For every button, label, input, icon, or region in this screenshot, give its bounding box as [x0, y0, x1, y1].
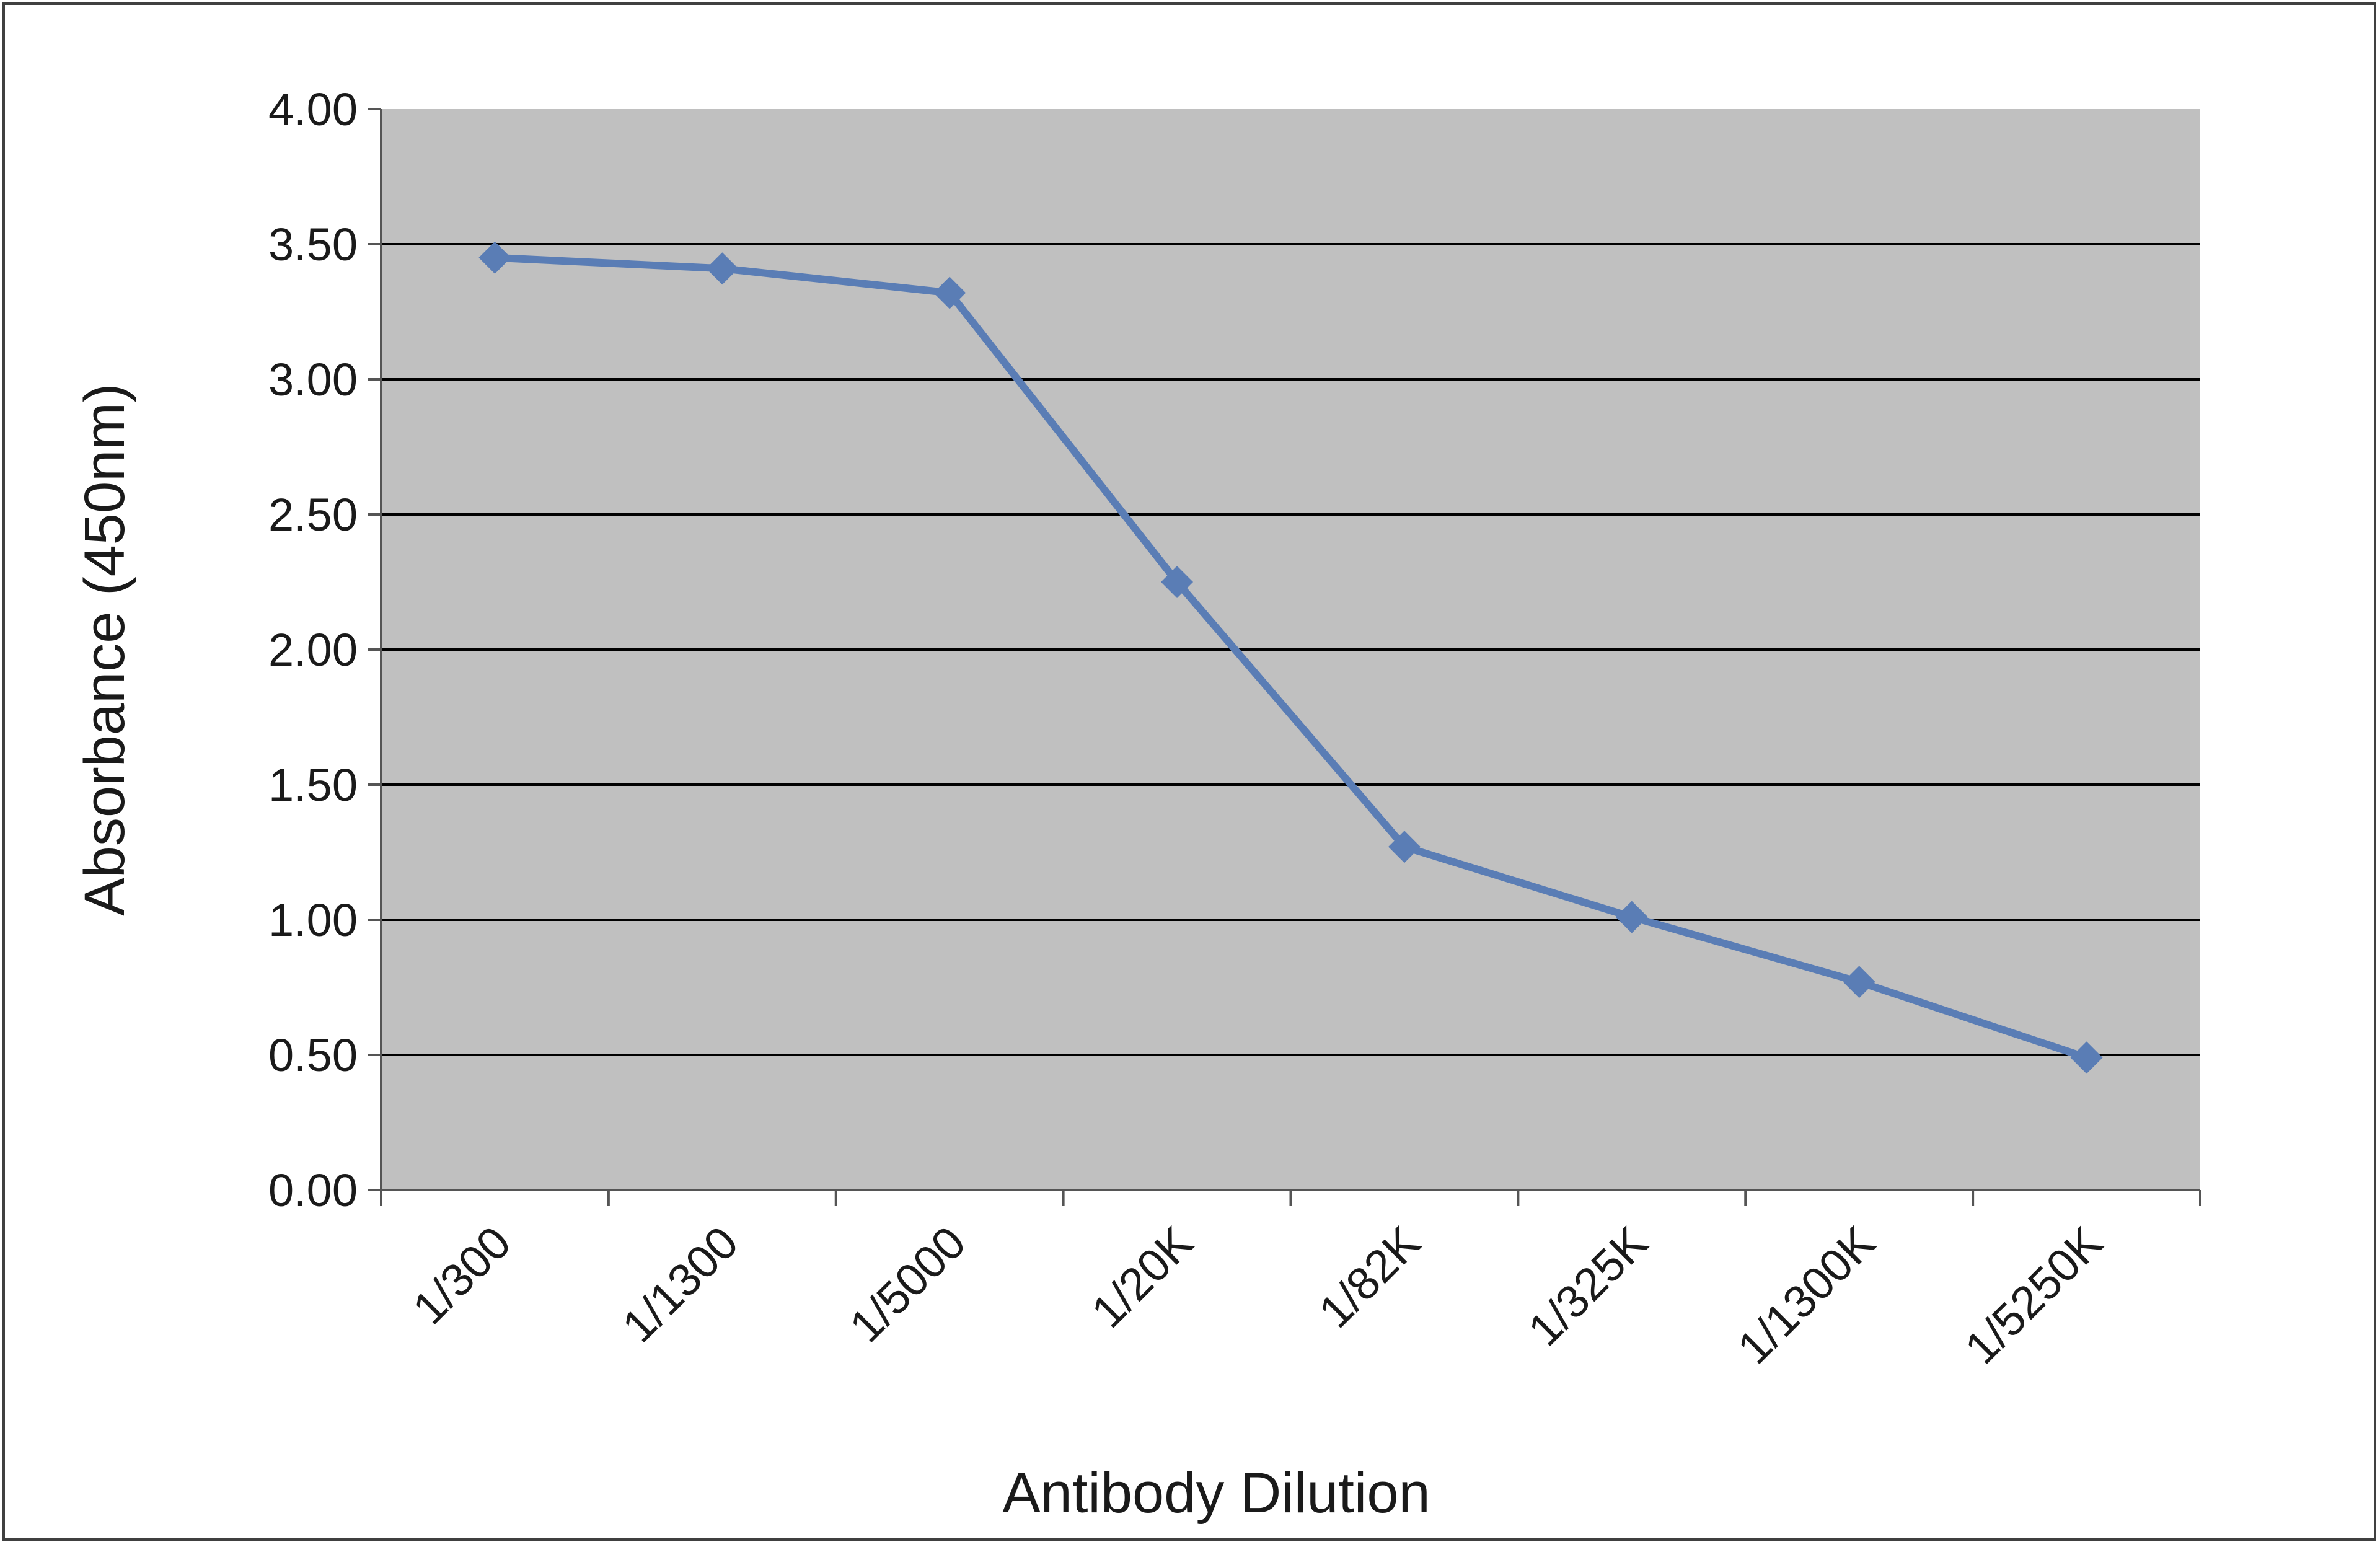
- data-point: [933, 276, 966, 309]
- data-point: [1615, 901, 1648, 933]
- x-tick-label: 1/20K: [1082, 1217, 1202, 1338]
- x-tick-label: 1/5000: [840, 1217, 976, 1352]
- x-tick-label: 1/300: [403, 1217, 521, 1334]
- y-tick-label: 1.50: [268, 759, 358, 811]
- data-point: [1161, 566, 1194, 598]
- series-line: [491, 253, 2091, 1062]
- data-point: [706, 252, 739, 285]
- data-point: [1843, 966, 1875, 998]
- y-tick-label: 2.00: [268, 624, 358, 676]
- y-tick-label: 2.50: [268, 489, 358, 540]
- y-tick-label: 0.50: [268, 1029, 358, 1081]
- x-tick-label: 1/325K: [1518, 1217, 1658, 1356]
- y-tick-labels: 0.00 0.50 1.00 1.50 2.00 2.50 3.00 3.50 4.00: [268, 84, 358, 1216]
- x-axis-title: Antibody Dilution: [1002, 1461, 1430, 1525]
- x-tick-labels: 1/300 1/1300 1/5000 1/20K 1/82K 1/325K 1/1300K…: [403, 1217, 2112, 1374]
- y-tick-label: 1.00: [268, 894, 358, 946]
- x-tick-label: 1/1300: [612, 1217, 748, 1352]
- x-tick-label: 1/82K: [1309, 1217, 1430, 1338]
- y-tick-label: 3.00: [268, 354, 358, 405]
- data-point: [478, 241, 511, 274]
- y-tick-label: 0.00: [268, 1165, 358, 1216]
- data-series: [478, 241, 2103, 1074]
- gridlines: [381, 243, 2200, 1056]
- y-tick-label: 3.50: [268, 219, 358, 270]
- y-tick-label: 4.00: [268, 84, 358, 135]
- x-tick-label: 1/5250K: [1955, 1217, 2112, 1374]
- axes: [368, 108, 2202, 1206]
- data-point: [1388, 831, 1421, 863]
- y-axis-title: Absorbance (450nm): [73, 383, 136, 915]
- x-tick-label: 1/1300K: [1727, 1217, 1885, 1374]
- data-point: [2070, 1041, 2103, 1074]
